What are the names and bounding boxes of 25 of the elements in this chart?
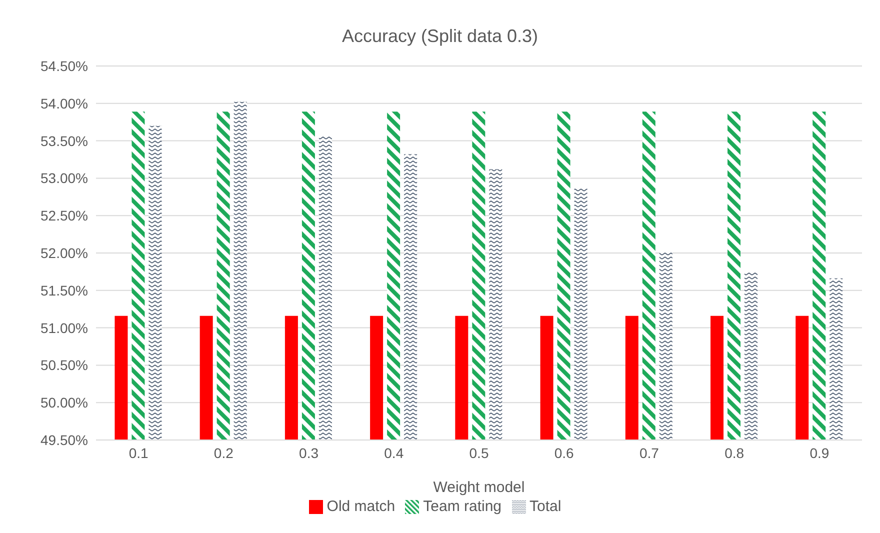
y-tick-label: 50.00% <box>40 394 88 411</box>
legend-label: Team rating <box>423 498 502 515</box>
y-tick-label: 52.00% <box>40 244 88 261</box>
x-tick-label: 0.8 <box>724 444 744 461</box>
x-tick-label: 0.9 <box>810 444 830 461</box>
y-tick-label: 51.50% <box>40 282 88 298</box>
legend-label: Old match <box>326 498 396 515</box>
x-tick-label: 0.6 <box>554 444 574 461</box>
y-tick-label: 53.00% <box>40 170 88 186</box>
y-tick-label: 54.00% <box>40 95 88 112</box>
y-tick-label: 51.00% <box>40 320 88 336</box>
x-tick-label: 0.3 <box>299 444 319 461</box>
y-tick-label: 50.50% <box>40 357 88 374</box>
chart-title: Accuracy (Split data 0.3) <box>340 25 540 48</box>
y-tick-label: 53.50% <box>40 132 88 149</box>
x-tick-label: 0.5 <box>469 444 489 461</box>
y-tick-label: 52.50% <box>40 208 88 224</box>
x-tick-label: 0.4 <box>384 444 404 461</box>
y-tick-label: 49.50% <box>40 432 88 448</box>
x-tick-label: 0.2 <box>214 444 234 461</box>
x-axis-title: Weight model <box>433 479 525 496</box>
legend-label: Total <box>530 498 562 515</box>
x-tick-label: 0.7 <box>639 444 660 461</box>
y-tick-label: 54.50% <box>40 58 88 74</box>
x-tick-label: 0.1 <box>128 444 148 461</box>
